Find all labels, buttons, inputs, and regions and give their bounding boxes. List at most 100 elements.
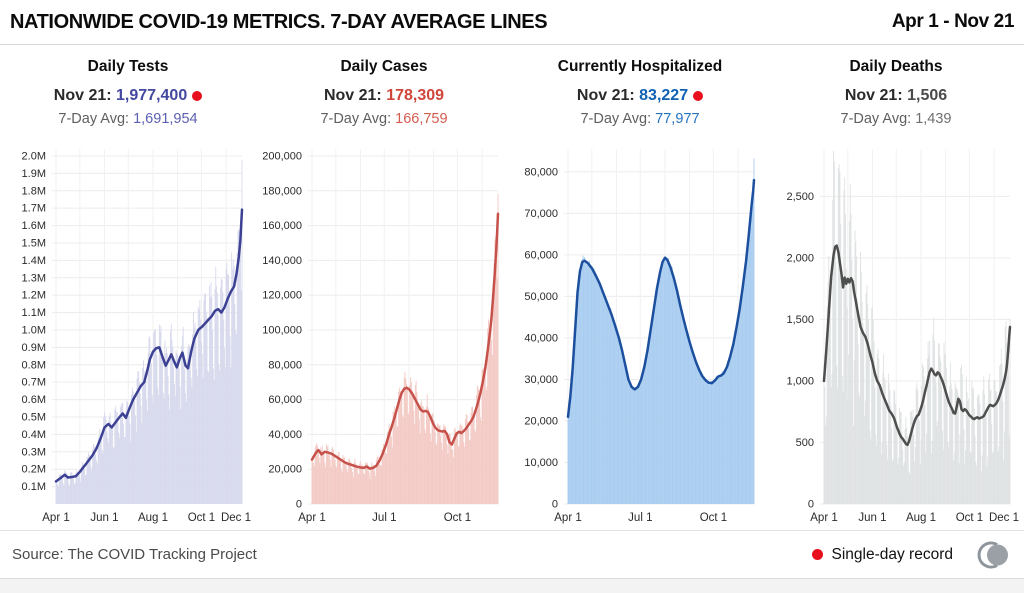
seven-day-average-line bbox=[822, 244, 1012, 447]
y-axis-tick-label: 0 bbox=[552, 499, 558, 511]
y-axis-tick-label: 50,000 bbox=[524, 291, 558, 303]
latest-value-row: Nov 21: 1,977,400 bbox=[0, 86, 256, 106]
avg-label: 7-Day Avg: bbox=[320, 111, 392, 127]
page-title: NATIONWIDE COVID-19 METRICS. 7-DAY AVERA… bbox=[10, 10, 548, 33]
y-axis-tick-label: 0.1M bbox=[22, 481, 46, 493]
y-axis-tick-label: 1.1M bbox=[22, 307, 46, 319]
chart-currently-hospitalized: 0 10,000 20,000 30,000 40,000 50,000 60,000 70,… bbox=[524, 149, 756, 524]
y-axis-tick-label: 0.4M bbox=[22, 429, 46, 441]
metric-card-daily-cases: Daily Cases Nov 21: 178,309 7-Day Avg: 166… bbox=[256, 45, 512, 529]
footer-bar: Source: The COVID Tracking Project Singl… bbox=[0, 530, 1024, 578]
y-axis-tick-label: 0.5M bbox=[22, 411, 46, 423]
y-axis-tick-label: 140,000 bbox=[262, 255, 302, 267]
daily-bars bbox=[823, 150, 1011, 505]
latest-value: 1,977,400 bbox=[116, 87, 188, 104]
y-axis-tick-label: 1.4M bbox=[22, 255, 46, 267]
date-range: Apr 1 - Nov 21 bbox=[891, 11, 1015, 32]
y-axis-tick-label: 0 bbox=[296, 499, 302, 511]
x-axis-tick-label: Jul 1 bbox=[628, 512, 652, 524]
y-axis-tick-label: 1.7M bbox=[22, 203, 46, 215]
chart-daily-cases: 0 20,000 40,000 60,000 80,000 100,000 120,000 1… bbox=[262, 149, 500, 524]
x-axis-tick-label: Jun 1 bbox=[858, 512, 886, 524]
x-axis-tick-label: Oct 1 bbox=[444, 512, 471, 524]
y-axis-tick-label: 0.9M bbox=[22, 342, 46, 354]
avg-value: 1,691,954 bbox=[133, 111, 198, 127]
avg-value-row: 7-Day Avg: 77,977 bbox=[512, 110, 768, 128]
y-axis-tick-label: 0 bbox=[808, 499, 814, 511]
x-axis-tick-label: Aug 1 bbox=[138, 512, 168, 524]
x-axis-tick-label: Jul 1 bbox=[372, 512, 396, 524]
card-title: Daily Deaths bbox=[849, 58, 943, 75]
avg-value: 1,439 bbox=[915, 111, 952, 127]
avg-label: 7-Day Avg: bbox=[840, 111, 912, 127]
latest-value-row: Nov 21: 1,506 bbox=[768, 86, 1024, 106]
x-axis-tick-label: Apr 1 bbox=[42, 512, 70, 524]
y-axis-tick-label: 0.2M bbox=[22, 464, 46, 476]
y-axis-tick-label: 70,000 bbox=[524, 208, 558, 220]
y-axis-tick-label: 20,000 bbox=[268, 464, 302, 476]
header-bar: NATIONWIDE COVID-19 METRICS. 7-DAY AVERA… bbox=[0, 0, 1024, 45]
y-axis-tick-label: 20,000 bbox=[524, 415, 558, 427]
y-axis-tick-label: 2,000 bbox=[786, 252, 814, 264]
y-axis-tick-label: 1,000 bbox=[786, 375, 814, 387]
record-dot-icon bbox=[693, 91, 704, 101]
latest-value: 178,309 bbox=[386, 87, 445, 104]
avg-value-row: 7-Day Avg: 1,691,954 bbox=[0, 110, 256, 128]
y-axis-tick-label: 80,000 bbox=[268, 359, 302, 371]
y-axis-tick-label: 40,000 bbox=[268, 429, 302, 441]
y-axis-tick-label: 0.7M bbox=[22, 377, 46, 389]
y-axis-tick-label: 2.0M bbox=[22, 150, 46, 162]
avg-value: 166,759 bbox=[395, 111, 448, 127]
x-axis-tick-label: Dec 1 bbox=[221, 512, 251, 524]
x-axis-tick-label: Oct 1 bbox=[188, 512, 215, 524]
y-axis-tick-label: 1.6M bbox=[22, 220, 46, 232]
x-axis-tick-label: Jun 1 bbox=[90, 512, 118, 524]
y-axis-tick-label: 30,000 bbox=[524, 374, 558, 386]
x-axis-tick-label: Apr 1 bbox=[810, 512, 838, 524]
y-axis-tick-label: 120,000 bbox=[262, 290, 302, 302]
y-axis-tick-label: 100,000 bbox=[262, 324, 302, 336]
x-axis-tick-label: Apr 1 bbox=[554, 512, 582, 524]
daily-bars bbox=[55, 159, 243, 505]
y-axis-tick-label: 0.8M bbox=[22, 359, 46, 371]
bottom-band bbox=[0, 578, 1024, 593]
record-legend-label: Single-day record bbox=[831, 545, 953, 563]
latest-value-row: Nov 21: 178,309 bbox=[256, 86, 512, 106]
avg-value: 77,977 bbox=[655, 111, 700, 127]
avg-label: 7-Day Avg: bbox=[58, 111, 130, 127]
latest-value: 1,506 bbox=[907, 87, 948, 104]
metric-card-daily-tests: Daily Tests Nov 21: 1,977,400 7-Day Avg: 1… bbox=[0, 45, 256, 529]
y-axis-tick-label: 1.3M bbox=[22, 272, 46, 284]
seven-day-average-line bbox=[566, 178, 756, 419]
latest-label: Nov 21: bbox=[53, 87, 112, 104]
card-title: Daily Cases bbox=[340, 58, 428, 75]
latest-value-row: Nov 21: 83,227 bbox=[512, 86, 768, 106]
y-axis-tick-label: 0.3M bbox=[22, 446, 46, 458]
y-axis-tick-label: 2,500 bbox=[786, 191, 814, 203]
avg-value-row: 7-Day Avg: 166,759 bbox=[256, 110, 512, 128]
metric-card-daily-deaths: Daily Deaths Nov 21: 1,506 7-Day Avg: 1,43… bbox=[768, 45, 1024, 529]
y-axis-tick-label: 180,000 bbox=[262, 185, 302, 197]
y-axis-tick-label: 40,000 bbox=[524, 332, 558, 344]
x-axis-tick-label: Oct 1 bbox=[956, 512, 983, 524]
y-axis-tick-label: 1.8M bbox=[22, 185, 46, 197]
card-title: Daily Tests bbox=[87, 58, 169, 75]
chart-daily-tests: 0.1M 0.2M 0.3M 0.4M 0.5M 0.6M 0.7M 0.8M 0.9M 1.0M… bbox=[22, 149, 251, 524]
y-axis-tick-label: 1.5M bbox=[22, 237, 46, 249]
y-axis-tick-label: 200,000 bbox=[262, 150, 302, 162]
y-axis-tick-label: 60,000 bbox=[268, 394, 302, 406]
daily-bars bbox=[311, 193, 499, 504]
y-axis-tick-label: 60,000 bbox=[524, 249, 558, 261]
metrics-grid: Daily Tests Nov 21: 1,977,400 7-Day Avg: 1… bbox=[0, 45, 1024, 529]
y-axis-tick-label: 80,000 bbox=[524, 166, 558, 178]
avg-label: 7-Day Avg: bbox=[580, 111, 652, 127]
y-axis-tick-label: 500 bbox=[796, 437, 814, 449]
latest-label: Nov 21: bbox=[576, 87, 635, 104]
x-axis-tick-label: Oct 1 bbox=[700, 512, 727, 524]
avg-value-row: 7-Day Avg: 1,439 bbox=[768, 110, 1024, 128]
source-credit: Source: The COVID Tracking Project bbox=[12, 546, 257, 563]
daily-bars bbox=[567, 158, 755, 505]
y-axis-tick-label: 0.6M bbox=[22, 394, 46, 406]
covid-tracking-project-logo bbox=[977, 541, 1008, 568]
record-dot-icon bbox=[192, 91, 203, 101]
